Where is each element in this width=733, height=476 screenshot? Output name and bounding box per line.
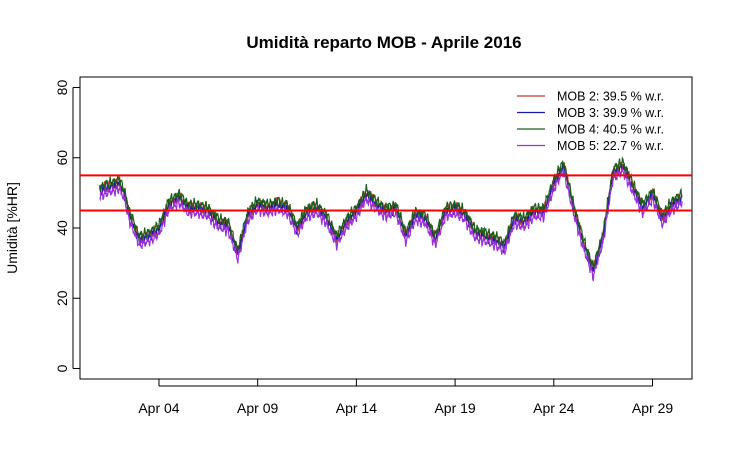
y-tick-label: 40 [54,220,70,236]
x-tick-label: Apr 09 [237,400,278,416]
chart-title: Umidità reparto MOB - Aprile 2016 [246,33,521,52]
y-tick-label: 20 [54,290,70,306]
x-axis: Apr 04 Apr 09 Apr 14 Apr 19 Apr 24 Apr 29 [138,379,673,416]
legend-label: MOB 3: 39.9 % w.r. [557,106,664,120]
x-tick-label: Apr 14 [336,400,377,416]
x-tick-label: Apr 19 [434,400,475,416]
legend: MOB 2: 39.5 % w.r. MOB 3: 39.9 % w.r. MOB … [517,90,664,153]
legend-label: MOB 4: 40.5 % w.r. [557,123,664,137]
y-tick-label: 60 [54,150,70,166]
y-axis: 0 20 40 60 80 [54,80,80,372]
legend-label: MOB 2: 39.5 % w.r. [557,90,664,104]
legend-label: MOB 5: 22.7 % w.r. [557,139,664,153]
x-tick-label: Apr 24 [533,400,574,416]
reference-lines [80,174,692,212]
y-tick-label: 80 [54,80,70,96]
y-tick-label: 0 [54,364,70,372]
x-tick-label: Apr 29 [632,400,673,416]
series-lines [99,156,683,282]
x-tick-label: Apr 04 [138,400,179,416]
y-axis-label: Umidità [%HR] [4,182,20,274]
